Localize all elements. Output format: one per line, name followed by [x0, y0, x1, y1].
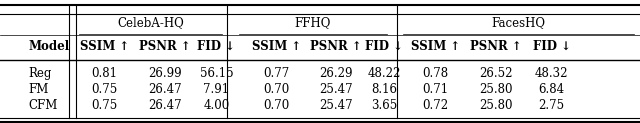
Text: 25.80: 25.80 — [479, 83, 513, 96]
Text: SSIM ↑: SSIM ↑ — [80, 40, 129, 53]
Text: 48.22: 48.22 — [367, 67, 401, 80]
Text: Reg: Reg — [29, 67, 52, 80]
Text: 0.75: 0.75 — [91, 83, 118, 96]
Text: 26.29: 26.29 — [319, 67, 353, 80]
Text: 26.47: 26.47 — [148, 83, 182, 96]
Text: 0.75: 0.75 — [91, 99, 118, 112]
Text: SSIM ↑: SSIM ↑ — [252, 40, 301, 53]
Text: 2.75: 2.75 — [539, 99, 564, 112]
Text: 25.47: 25.47 — [319, 83, 353, 96]
Text: FacesHQ: FacesHQ — [492, 16, 545, 29]
Text: 26.52: 26.52 — [479, 67, 513, 80]
Text: FID ↓: FID ↓ — [532, 40, 571, 53]
Text: 8.16: 8.16 — [371, 83, 397, 96]
Text: 0.77: 0.77 — [263, 67, 290, 80]
Text: 0.70: 0.70 — [263, 99, 290, 112]
Text: 0.70: 0.70 — [263, 83, 290, 96]
Text: 7.91: 7.91 — [204, 83, 229, 96]
Text: FID ↓: FID ↓ — [365, 40, 403, 53]
Text: CelebA-HQ: CelebA-HQ — [117, 16, 184, 29]
Text: 0.78: 0.78 — [422, 67, 448, 80]
Text: 26.47: 26.47 — [148, 99, 182, 112]
Text: 3.65: 3.65 — [371, 99, 397, 112]
Text: 0.71: 0.71 — [422, 83, 448, 96]
Text: PSNR ↑: PSNR ↑ — [140, 40, 191, 53]
Text: 0.81: 0.81 — [92, 67, 117, 80]
Text: Model: Model — [29, 40, 70, 53]
Text: 56.15: 56.15 — [200, 67, 233, 80]
Text: FM: FM — [29, 83, 49, 96]
Text: 6.84: 6.84 — [539, 83, 564, 96]
Text: CFM: CFM — [29, 99, 58, 112]
Text: 0.72: 0.72 — [422, 99, 448, 112]
Text: 48.32: 48.32 — [535, 67, 568, 80]
Text: 25.47: 25.47 — [319, 99, 353, 112]
Text: 4.00: 4.00 — [203, 99, 230, 112]
Text: 25.80: 25.80 — [479, 99, 513, 112]
Text: SSIM ↑: SSIM ↑ — [411, 40, 460, 53]
Text: FID ↓: FID ↓ — [197, 40, 236, 53]
Text: 26.99: 26.99 — [148, 67, 182, 80]
Text: PSNR ↑: PSNR ↑ — [470, 40, 522, 53]
Text: PSNR ↑: PSNR ↑ — [310, 40, 362, 53]
Text: FFHQ: FFHQ — [295, 16, 331, 29]
